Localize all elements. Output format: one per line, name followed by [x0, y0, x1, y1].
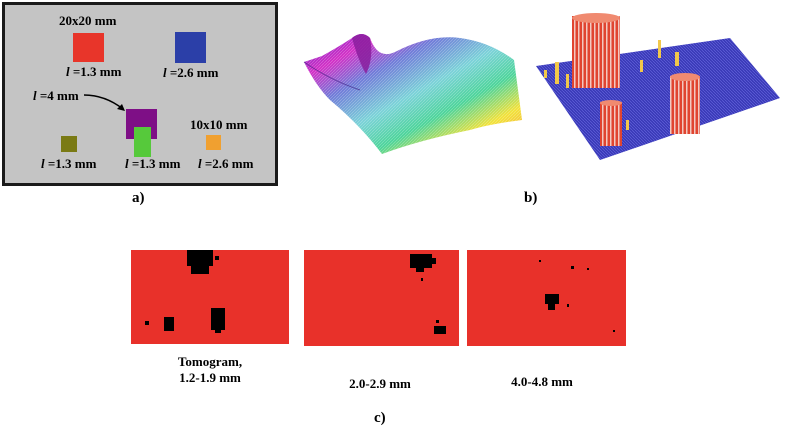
l-symbol: l [125, 156, 129, 171]
image-3-label: 4.0-4.8 mm [511, 374, 573, 389]
image-1-label-line2: 1.2-1.9 mm [179, 370, 241, 385]
defect-blob [145, 321, 149, 325]
label-red: l =1.3 mm [66, 64, 122, 79]
defect-blob [191, 264, 209, 274]
caption-a: a) [132, 190, 145, 206]
caption-b: b) [524, 190, 538, 206]
pointer-arrow [83, 94, 125, 111]
defect-blob [416, 267, 424, 272]
l-symbol: l [33, 88, 37, 103]
defect-blob [567, 304, 569, 307]
label-green: l =1.3 mm [125, 156, 181, 171]
square-blue [175, 32, 206, 63]
surface-plot-left [303, 34, 522, 154]
label-blue: l =2.6 mm [163, 65, 219, 80]
defect-blob [432, 258, 436, 264]
panel-a-frame: 20x20 mm l =1.3 mm l =2.6 mm l =4 mm l =… [2, 2, 278, 186]
l-symbol: l [66, 64, 70, 79]
defect-blob [587, 268, 589, 270]
l-symbol: l [163, 65, 167, 80]
image-1-label-line1: Tomogram, [177, 354, 243, 369]
size-label-small: 10x10 mm [190, 117, 248, 132]
defect-blob [215, 329, 221, 333]
defect-blob [410, 254, 432, 268]
size-label-large: 20x20 mm [59, 13, 117, 28]
square-orange [206, 135, 221, 150]
defect-blob [613, 330, 615, 332]
square-green [134, 127, 151, 157]
label-purple: l =4 mm [33, 88, 79, 103]
defect-blob [211, 308, 225, 330]
tomogram-image-3 [467, 250, 626, 346]
defect-blob [571, 266, 574, 269]
image-1-label: Tomogram, 1.2-1.9 mm [150, 354, 270, 386]
defect-blob [187, 250, 213, 266]
caption-c: c) [374, 410, 386, 426]
square-red [73, 33, 104, 62]
defect-blob [215, 256, 219, 260]
defect-blob [164, 317, 174, 331]
defect-blob [548, 303, 555, 310]
tomogram-image-2 [304, 250, 459, 346]
defect-blob [436, 320, 439, 323]
defect-blob [421, 278, 423, 281]
square-olive [61, 136, 77, 152]
label-olive: l =1.3 mm [41, 156, 97, 171]
defect-blob [545, 294, 559, 304]
l-symbol: l [198, 156, 202, 171]
image-2-label: 2.0-2.9 mm [349, 376, 411, 391]
tomogram-image-1 [131, 250, 289, 344]
l-symbol: l [41, 156, 45, 171]
defect-blob [434, 326, 446, 334]
label-orange: l =2.6 mm [198, 156, 254, 171]
defect-blob [539, 260, 541, 262]
surface-plot-right [536, 13, 780, 160]
